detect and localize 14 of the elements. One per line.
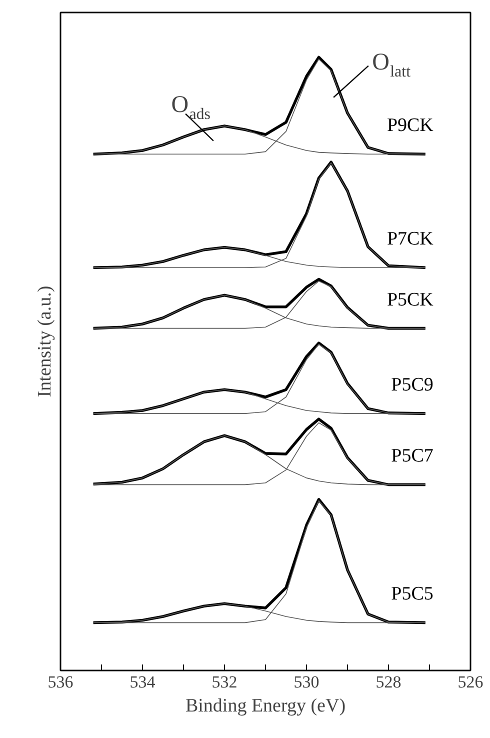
x-tick-label: 534 (130, 672, 156, 692)
y-axis-title: Intensity (a.u.) (34, 286, 56, 398)
x-tick-label: 530 (294, 672, 320, 692)
series-label: P5CK (386, 289, 434, 310)
series-label: P5C7 (391, 446, 434, 467)
x-tick-label: 526 (458, 672, 484, 692)
x-axis-title: Binding Energy (eV) (185, 696, 346, 716)
x-tick-label: 528 (376, 672, 402, 692)
series-label: P5C5 (391, 584, 434, 605)
x-tick-label: 536 (48, 672, 74, 692)
series-label: P5C9 (391, 374, 434, 396)
series-label: P9CK (386, 115, 434, 136)
x-tick-label: 532 (212, 672, 238, 692)
series-label: P7CK (386, 228, 434, 250)
